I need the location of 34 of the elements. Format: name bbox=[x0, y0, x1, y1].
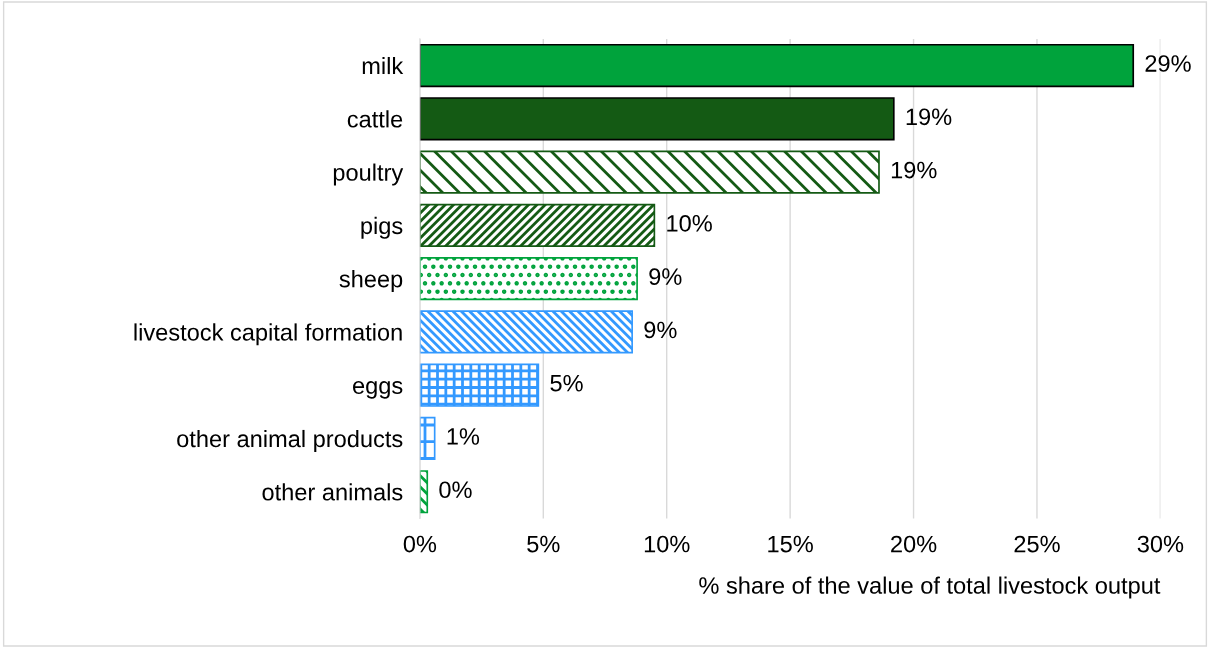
x-tick-label: 30% bbox=[1137, 535, 1184, 553]
x-tick-label: 25% bbox=[1014, 535, 1060, 553]
data-label: 0% bbox=[439, 481, 472, 499]
y-tick-label: poultry bbox=[333, 163, 404, 186]
bar bbox=[419, 363, 540, 407]
data-label: 9% bbox=[644, 321, 677, 339]
bar bbox=[419, 416, 436, 461]
data-label: 19% bbox=[891, 161, 937, 179]
y-tick-label: milk bbox=[362, 56, 404, 75]
data-label: 10% bbox=[667, 214, 712, 232]
y-tick-label: sheep bbox=[339, 270, 403, 293]
data-label: 5% bbox=[550, 374, 583, 392]
y-tick-label: eggs bbox=[353, 381, 403, 399]
bar bbox=[419, 257, 638, 301]
bar bbox=[419, 310, 633, 354]
x-tick-label: 20% bbox=[891, 535, 937, 553]
data-label: 19% bbox=[906, 108, 952, 126]
data-label: 1% bbox=[447, 428, 480, 445]
data-label: 29% bbox=[1145, 55, 1191, 72]
bar bbox=[419, 97, 895, 141]
bar bbox=[419, 43, 1135, 88]
data-label: 9% bbox=[649, 268, 682, 285]
y-tick-label: livestock capital formation bbox=[134, 323, 402, 346]
bar bbox=[419, 203, 656, 247]
y-tick-label: other animals bbox=[262, 483, 403, 501]
x-tick-label: 10% bbox=[644, 535, 690, 553]
y-tick-label: cattle bbox=[347, 110, 403, 128]
x-tick-label: 15% bbox=[768, 535, 813, 553]
x-axis-title: % share of the value of total livestock output bbox=[699, 576, 1161, 599]
bar bbox=[419, 150, 880, 194]
y-tick-label: other animal products bbox=[177, 429, 403, 452]
x-tick-label: 0% bbox=[403, 535, 437, 553]
y-tick-label: pigs bbox=[361, 216, 403, 239]
x-tick-label: 5% bbox=[527, 535, 560, 553]
